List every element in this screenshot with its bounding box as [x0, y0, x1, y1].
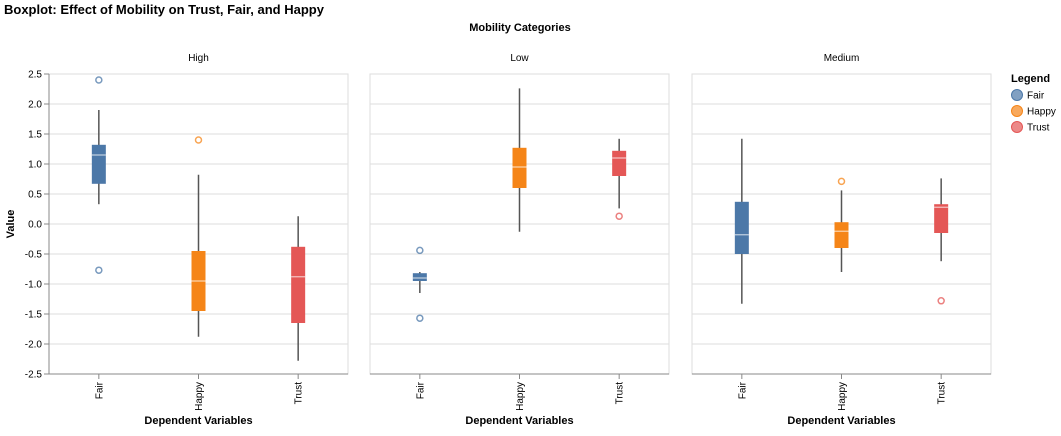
iqr-box-medium-happy	[834, 222, 849, 248]
x-tick-label-high-fair: Fair	[94, 381, 105, 399]
outlier-medium-happy-0	[837, 177, 846, 186]
chart-title: Boxplot: Effect of Mobility on Trust, Fa…	[4, 2, 325, 17]
x-axis-title-low: Dependent Variables	[465, 415, 573, 427]
box-low-happy	[512, 88, 527, 232]
legend: Legend Fair Happy Trust	[1011, 73, 1056, 134]
outlier-low-fair-1	[416, 314, 424, 322]
facet-label-medium: Medium	[824, 53, 860, 64]
legend-label-fair: Fair	[1027, 91, 1045, 102]
legend-item-fair: Fair	[1011, 89, 1045, 102]
y-tick-label-1: 2.0	[28, 100, 42, 111]
x-tick-label-low-trust: Trust	[615, 382, 626, 405]
x-axis-title-high: Dependent Variables	[144, 415, 252, 427]
outlier-medium-trust-0	[937, 297, 945, 305]
y-axis-title: Value	[5, 210, 17, 239]
iqr-box-high-trust	[291, 246, 306, 323]
y-tick-label-4: 0.5	[28, 190, 42, 201]
outlier-high-fair-1	[95, 266, 103, 274]
x-tick-label-high-happy: Happy	[194, 382, 205, 411]
legend-title: Legend	[1011, 73, 1050, 85]
y-tick-label-10: -2.5	[25, 370, 43, 381]
y-tick-label-2: 1.5	[28, 130, 42, 141]
iqr-box-low-fair	[412, 273, 427, 281]
x-tick-label-medium-trust: Trust	[937, 382, 948, 405]
legend-label-happy: Happy	[1027, 107, 1056, 118]
facet-panels: High 2.5 2.0 1.5 1.0 0.5 0.0 -0.5 -1.0 -1.5 -2.0 -2…	[25, 53, 992, 427]
iqr-box-medium-trust	[934, 204, 949, 233]
x-tick-label-low-fair: Fair	[415, 381, 426, 399]
panel-low: Low Fair Happy Trust Dependent Variables	[369, 53, 670, 427]
legend-label-trust: Trust	[1027, 123, 1050, 134]
facet-label-low: Low	[510, 53, 529, 64]
x-tick-label-high-trust: Trust	[294, 382, 305, 405]
legend-items: Fair Happy Trust	[1011, 89, 1056, 134]
x-tick-label-low-happy: Happy	[515, 382, 526, 411]
y-tick-label-8: -1.5	[25, 310, 43, 321]
box-high-fair	[91, 76, 106, 274]
legend-swatch-trust	[1011, 121, 1023, 133]
box-medium-trust	[934, 178, 949, 305]
legend-item-trust: Trust	[1011, 121, 1050, 134]
panel-high: High 2.5 2.0 1.5 1.0 0.5 0.0 -0.5 -1.0 -1.5 -2.0 -2…	[25, 53, 349, 427]
x-axis-title-medium: Dependent Variables	[787, 415, 895, 427]
outlier-high-fair-0	[95, 76, 103, 84]
y-tick-label-7: -1.0	[25, 280, 43, 291]
iqr-box-high-fair	[91, 144, 106, 184]
iqr-box-low-happy	[512, 147, 527, 188]
y-tick-label-5: 0.0	[28, 220, 42, 231]
box-medium-happy	[834, 177, 849, 272]
box-low-fair	[412, 246, 427, 322]
box-high-trust	[291, 216, 306, 361]
y-tick-label-9: -2.0	[25, 340, 43, 351]
facet-label-high: High	[188, 53, 209, 64]
box-low-trust	[612, 138, 627, 220]
y-tick-label-3: 1.0	[28, 160, 42, 171]
y-tick-label-0: 2.5	[28, 70, 42, 81]
box-medium-fair	[734, 138, 749, 304]
outlier-low-fair-0	[416, 246, 424, 255]
iqr-box-medium-fair	[734, 201, 749, 254]
panel-medium: Medium Fair Happy Trust Dependent Variables	[691, 53, 992, 427]
legend-item-happy: Happy	[1011, 105, 1056, 118]
iqr-box-low-trust	[612, 150, 627, 176]
facet-title: Mobility Categories	[469, 22, 570, 34]
y-tick-label-6: -0.5	[25, 250, 43, 261]
box-high-happy	[191, 136, 206, 337]
legend-swatch-happy	[1011, 105, 1023, 117]
x-tick-label-medium-fair: Fair	[737, 381, 748, 399]
legend-swatch-fair	[1011, 89, 1023, 101]
x-tick-label-medium-happy: Happy	[837, 382, 848, 411]
outlier-low-trust-0	[615, 212, 623, 220]
outlier-high-happy-0	[194, 136, 203, 144]
